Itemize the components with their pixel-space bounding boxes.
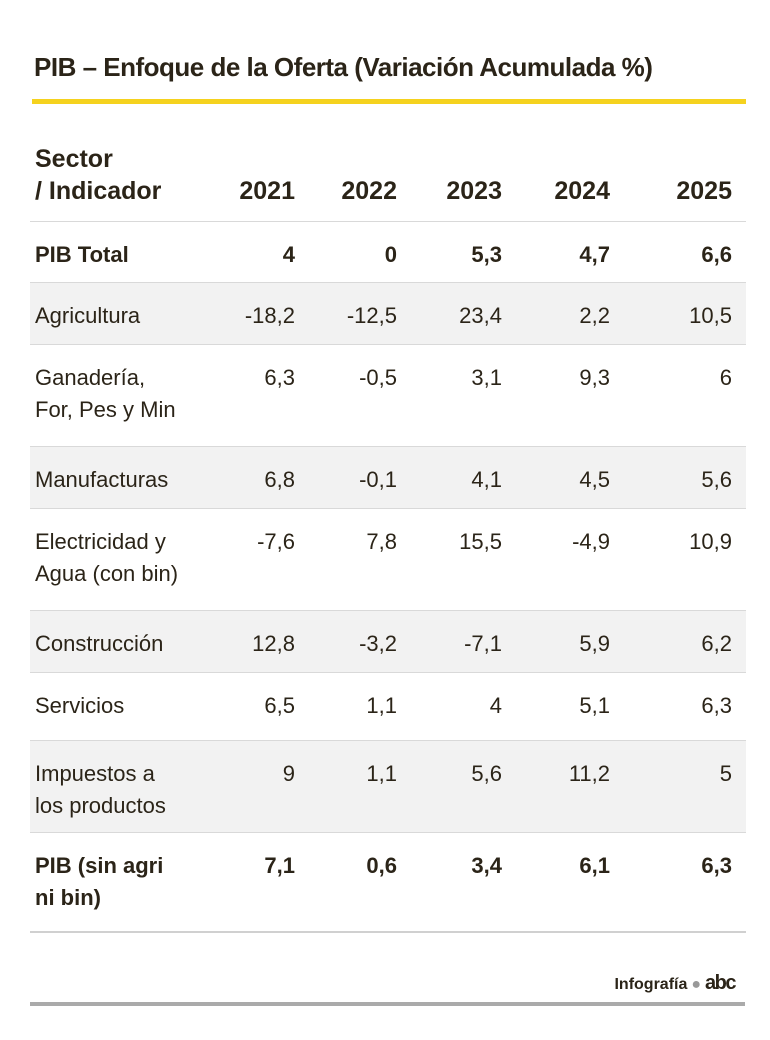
cell-value: 6,8 xyxy=(264,467,295,492)
header-row: Sector / Indicador 2021 2022 2023 2024 2025 xyxy=(30,135,746,222)
cell-label: PIB (sin agri ni bin) xyxy=(35,853,164,910)
cell-value: 12,8 xyxy=(252,631,295,656)
cell-value: 1,1 xyxy=(366,693,397,718)
cell-value: 6,2 xyxy=(701,631,732,656)
cell-value: 4,1 xyxy=(471,467,502,492)
cell-value: 10,5 xyxy=(689,303,732,328)
table-row: Impuestos a los productos 9 1,1 5,6 11,2 5 xyxy=(30,741,746,833)
header-value: 2025 xyxy=(676,177,732,205)
table-row: Ganadería, For, Pes y Min 6,3 -0,5 3,1 9,3 6 xyxy=(30,345,746,447)
cell-value: 6,1 xyxy=(579,853,610,878)
cell-label: Construcción xyxy=(35,631,164,656)
cell-value: -7,1 xyxy=(464,631,502,656)
cell-label: Agricultura xyxy=(35,303,141,328)
title-rule xyxy=(32,99,746,104)
table-row: Servicios 6,5 1,1 4 5,1 6,3 xyxy=(30,673,746,741)
cell-value: 5,3 xyxy=(471,242,502,267)
header-value: 2022 xyxy=(341,177,397,205)
header-value: 2023 xyxy=(446,177,502,205)
title: PIB – Enfoque de la Oferta (Variación Ac… xyxy=(34,52,653,82)
cell-value: 6,5 xyxy=(264,693,295,718)
cell-value: 4 xyxy=(489,693,502,718)
footer: Infografía ● abc xyxy=(614,972,736,995)
cell-label: Electricidad y Agua (con bin) xyxy=(35,529,179,586)
table-row: PIB (sin agri ni bin) 7,1 0,6 3,4 6,1 6,3 xyxy=(30,833,746,933)
cell-label: Ganadería, For, Pes y Min xyxy=(35,365,176,422)
cell-value: 15,5 xyxy=(459,529,502,554)
cell-value: -0,1 xyxy=(359,467,397,492)
cell-label: Servicios xyxy=(35,693,125,718)
cell-value: 6,3 xyxy=(701,693,732,718)
cell-value: 6,3 xyxy=(264,365,295,390)
footer-bar xyxy=(30,1002,745,1006)
table-row: Electricidad y Agua (con bin) -7,6 7,8 15,5… xyxy=(30,509,746,611)
cell-value: 3,1 xyxy=(471,365,502,390)
cell-value: 3,4 xyxy=(471,853,502,878)
cell-label: PIB Total xyxy=(35,242,129,267)
header-label: Sector / Indicador xyxy=(35,145,162,205)
cell-value: 1,1 xyxy=(366,761,397,786)
credit: Infografía xyxy=(614,976,688,993)
cell-value: -0,5 xyxy=(359,365,397,390)
cell-value: -3,2 xyxy=(359,631,397,656)
cell-label: Impuestos a los productos xyxy=(35,761,166,818)
cell-value: 0 xyxy=(384,242,397,267)
table-row: PIB Total 4 0 5,3 4,7 6,6 xyxy=(30,222,746,283)
cell-value: 7,8 xyxy=(366,529,397,554)
header-value: 2021 xyxy=(239,177,295,205)
header-value: 2024 xyxy=(554,177,610,205)
cell-value: 6,6 xyxy=(701,242,732,267)
cell-value: 5,6 xyxy=(471,761,502,786)
cell-value: -4,9 xyxy=(572,529,610,554)
cell-value: 6,3 xyxy=(701,853,732,878)
cell-value: 6 xyxy=(719,365,732,390)
cell-value: 4,5 xyxy=(579,467,610,492)
cell-value: 4,7 xyxy=(579,242,610,267)
separator: ● xyxy=(691,976,702,993)
cell-value: 9,3 xyxy=(579,365,610,390)
cell-value: 10,9 xyxy=(689,529,732,554)
cell-value: 5 xyxy=(719,761,732,786)
cell-value: -18,2 xyxy=(244,303,295,328)
table-row: Agricultura -18,2 -12,5 23,4 2,2 10,5 xyxy=(30,283,746,345)
cell-value: 5,1 xyxy=(579,693,610,718)
cell-value: 0,6 xyxy=(366,853,397,878)
cell-value: 23,4 xyxy=(459,303,502,328)
cell-value: -7,6 xyxy=(257,529,295,554)
cell-value: 7,1 xyxy=(264,853,295,878)
cell-value: 4 xyxy=(282,242,295,267)
table-row: Manufacturas 6,8 -0,1 4,1 4,5 5,6 xyxy=(30,447,746,509)
cell-label: Manufacturas xyxy=(35,467,169,492)
cell-value: -12,5 xyxy=(346,303,397,328)
cell-value: 5,9 xyxy=(579,631,610,656)
table-row: Construcción 12,8 -3,2 -7,1 5,9 6,2 xyxy=(30,611,746,673)
cell-value: 5,6 xyxy=(701,467,732,492)
cell-value: 9 xyxy=(282,761,295,786)
cell-value: 11,2 xyxy=(568,761,610,786)
brand: abc xyxy=(705,972,736,994)
cell-value: 2,2 xyxy=(579,303,610,328)
